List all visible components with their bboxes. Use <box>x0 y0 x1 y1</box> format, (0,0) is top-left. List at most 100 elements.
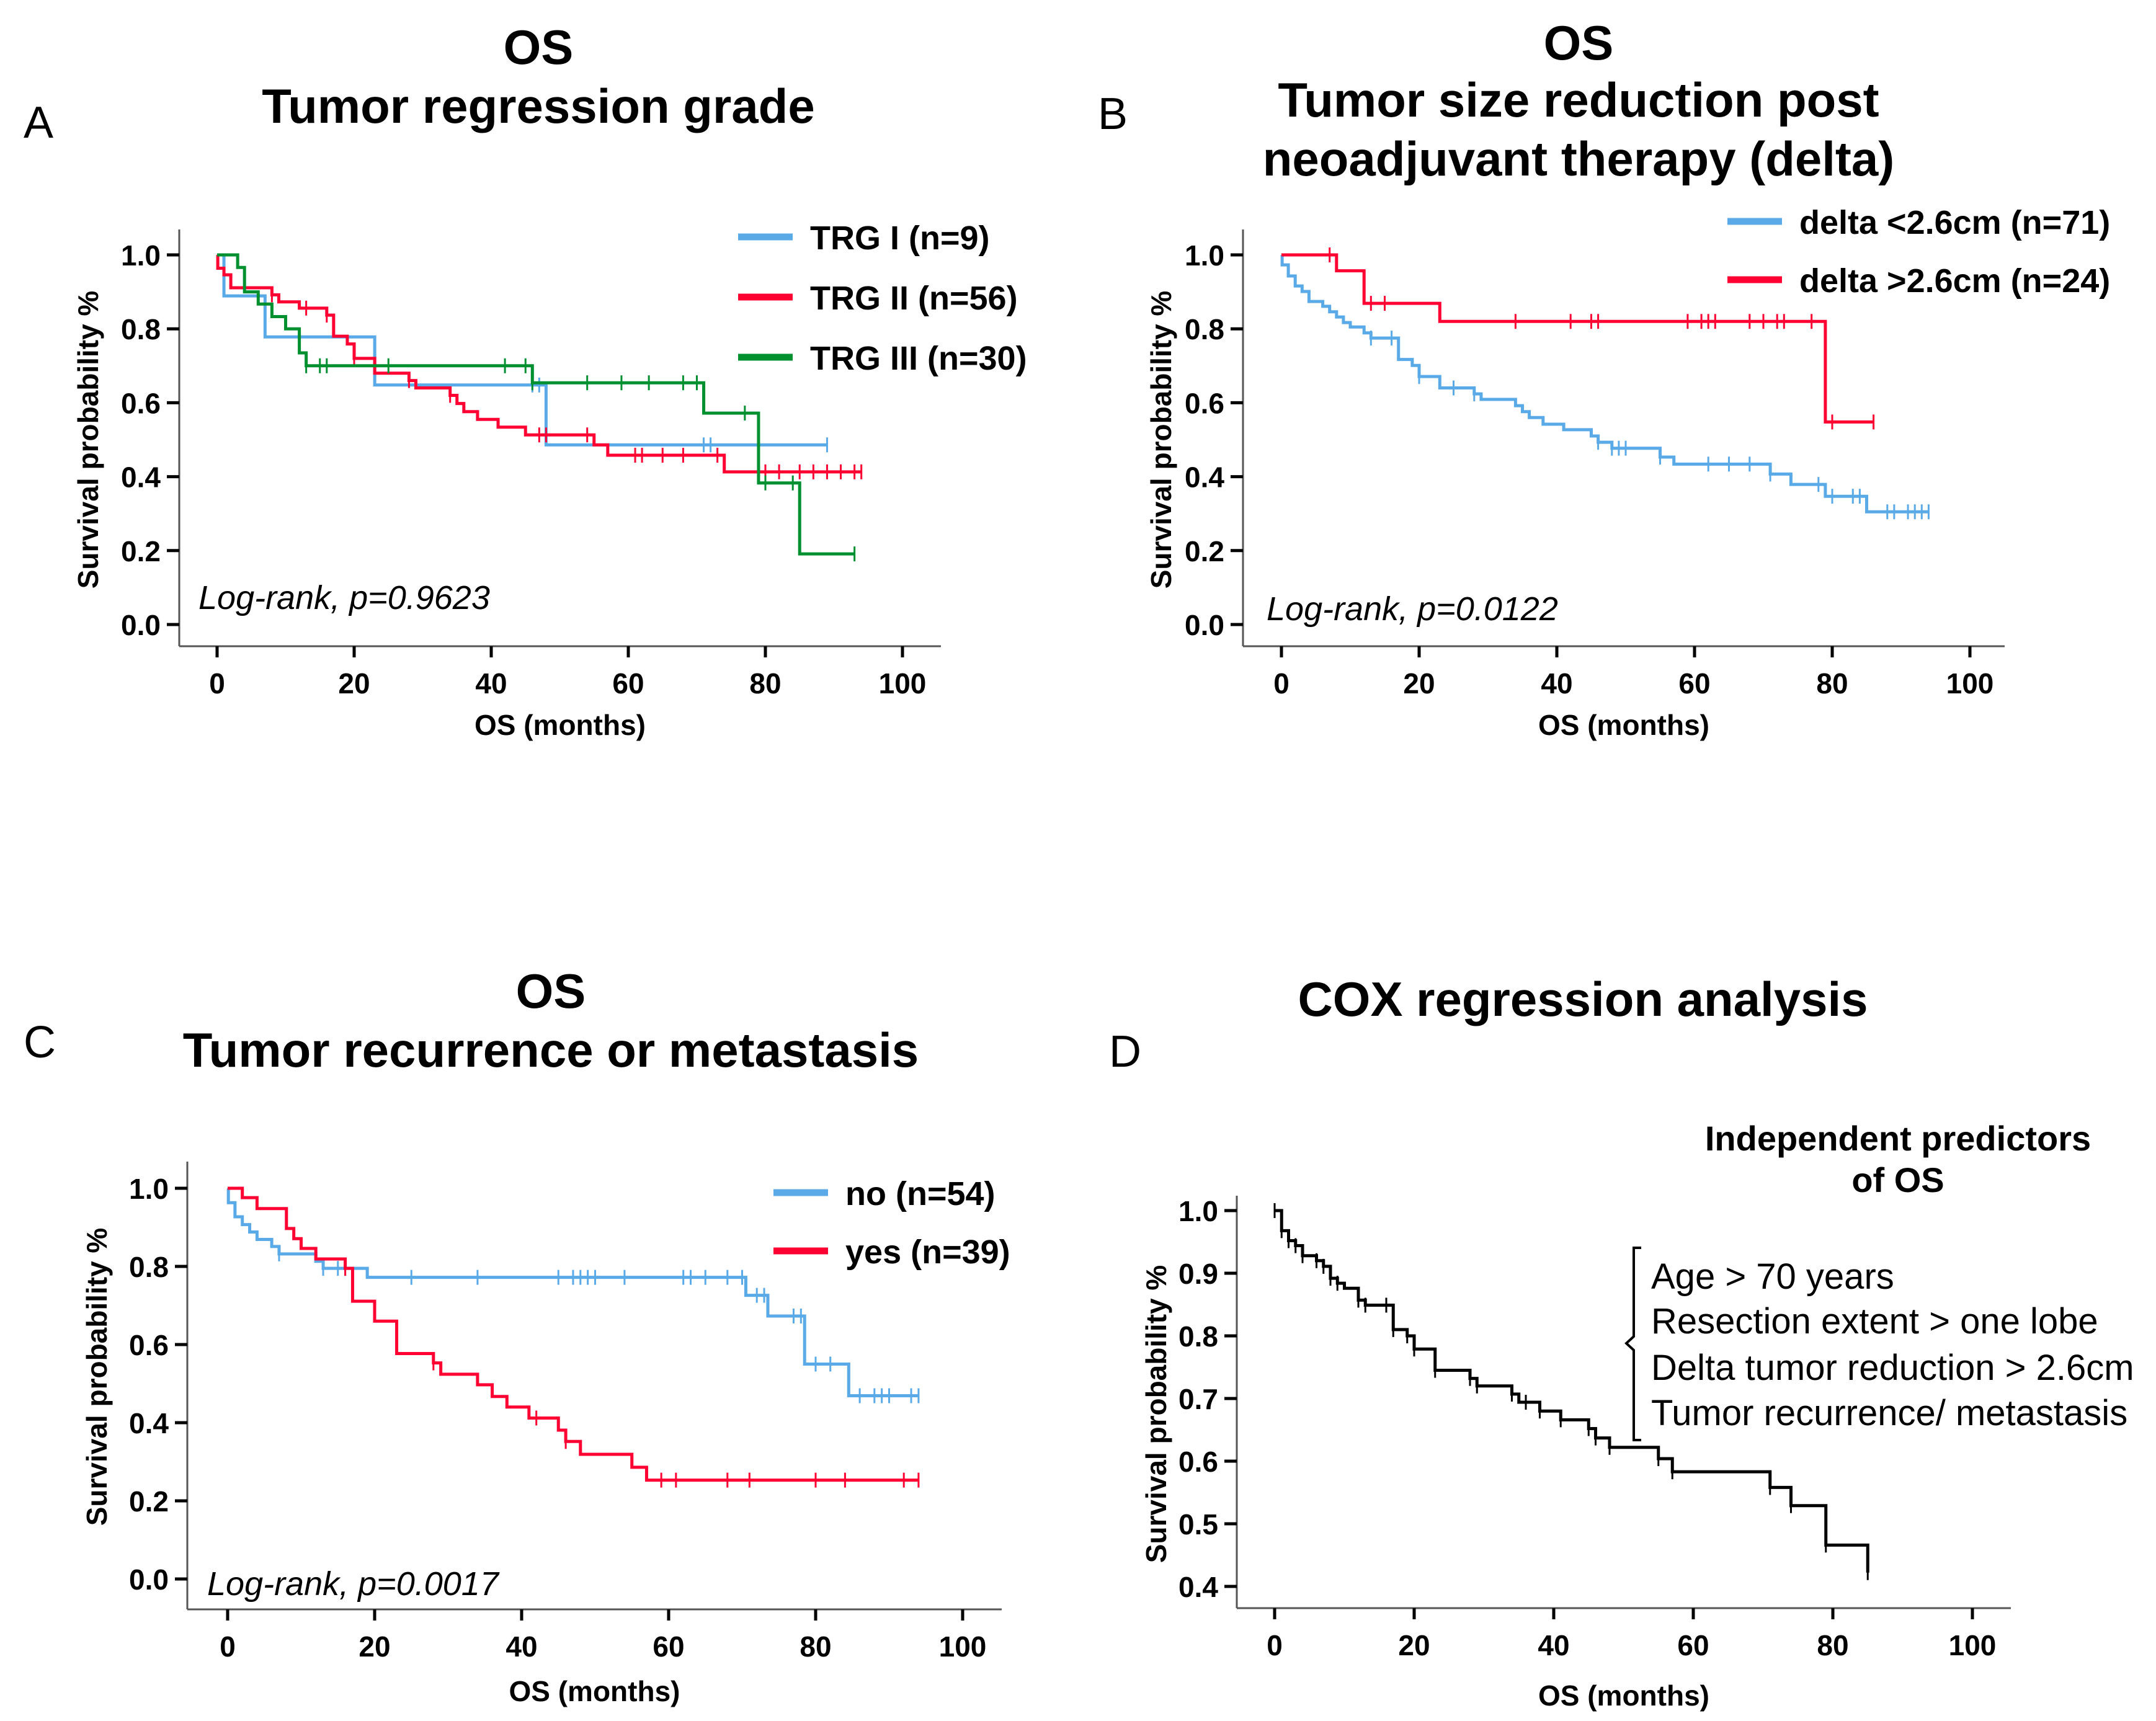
y-tick-label: 0.6 <box>129 1329 169 1361</box>
y-tick-label: 0.0 <box>1185 609 1224 641</box>
y-tick-label: 0.2 <box>129 1485 169 1518</box>
predictor-item: Age > 70 years <box>1651 1256 1894 1297</box>
y-tick-label: 0.2 <box>1185 535 1224 567</box>
x-tick-label: 60 <box>1678 667 1710 700</box>
series-trg-ii-n-56 <box>216 253 863 479</box>
y-tick-label: 1.0 <box>1185 239 1224 272</box>
series-trg-i-n-9 <box>217 253 828 453</box>
legend-item: TRG I (n=9) <box>738 220 990 257</box>
series-no-n-54 <box>226 1186 920 1403</box>
y-axis-title: Survival probability % <box>81 1228 113 1526</box>
panel-a: A OS Tumor regression grade 0.0 0.2 0.4 0.6… <box>24 20 1027 741</box>
legend-item: TRG II (n=56) <box>738 280 1018 317</box>
plot-area: 0.4 0.5 0.6 0.7 0.8 0.9 1.0 0 20 40 60 80 100 OS (mon… <box>1140 1195 2011 1712</box>
chart-title-line: COX regression analysis <box>1298 972 1868 1026</box>
legend: delta <2.6cm (n=71) delta >2.6cm (n=24) <box>1727 204 2110 300</box>
legend-item: delta <2.6cm (n=71) <box>1727 204 2110 241</box>
plot-area: 0.0 0.2 0.4 0.6 0.8 1.0 0 20 40 60 80 100 OS (months… <box>1145 204 2110 741</box>
x-tick-label: 40 <box>1541 667 1572 700</box>
survival-curve <box>217 253 827 447</box>
y-axis-title: Survival probability % <box>1145 291 1177 589</box>
panel-letter: C <box>24 1018 56 1067</box>
y-tick-label: 0.8 <box>1185 313 1224 345</box>
chart-title-line: OS <box>504 20 574 74</box>
x-tick-label: 0 <box>209 667 225 700</box>
series-trg-iii-n-30 <box>217 253 856 562</box>
x-tick-label: 100 <box>939 1630 987 1663</box>
survival-curve <box>217 253 855 556</box>
y-tick-label: 0.5 <box>1178 1508 1218 1541</box>
x-tick-label: 40 <box>475 667 507 700</box>
x-axis-title: OS (months) <box>509 1675 680 1707</box>
survival-curve <box>1281 253 1874 424</box>
y-tick-label: 0.8 <box>1178 1320 1218 1353</box>
x-axis-title: OS (months) <box>474 709 646 741</box>
y-tick-label: 0.4 <box>1185 461 1224 494</box>
x-tick-label: 20 <box>1398 1629 1430 1661</box>
y-tick-label: 0.0 <box>121 609 161 641</box>
x-tick-label: 80 <box>1816 667 1848 700</box>
y-tick-label: 0.7 <box>1178 1383 1218 1415</box>
chart-title-line: OS <box>1544 16 1614 70</box>
legend: no (n=54) yes (n=39) <box>773 1175 1010 1271</box>
panel-letter: B <box>1098 89 1128 139</box>
x-tick-label: 60 <box>612 667 644 700</box>
y-tick-label: 1.0 <box>129 1173 169 1205</box>
x-tick-label: 20 <box>359 1630 390 1663</box>
series-overall <box>1273 1203 1869 1580</box>
y-tick-label: 0.2 <box>121 535 161 567</box>
x-tick-label: 80 <box>749 667 781 700</box>
series-yes-n-39 <box>228 1186 920 1488</box>
legend-label: yes (n=39) <box>845 1234 1010 1271</box>
x-tick-label: 20 <box>1403 667 1435 700</box>
survival-curve <box>1280 253 1929 514</box>
predictors-title-line: of OS <box>1851 1160 1944 1199</box>
y-axis-title: Survival probability % <box>72 291 104 589</box>
y-tick-label: 0.6 <box>1185 387 1224 419</box>
legend: TRG I (n=9) TRG II (n=56) TRG III (n=30) <box>738 220 1027 377</box>
y-tick-label: 0.6 <box>121 387 161 419</box>
plot-area: 0.0 0.2 0.4 0.6 0.8 1.0 0 20 40 60 80 100 OS (months… <box>81 1162 1010 1707</box>
legend-label: delta >2.6cm (n=24) <box>1799 262 2110 300</box>
panel-c: C OS Tumor recurrence or metastasis 0.00… <box>24 964 1010 1707</box>
legend-label: delta <2.6cm (n=71) <box>1799 204 2110 241</box>
chart-title-line: Tumor recurrence or metastasis <box>183 1023 919 1077</box>
legend-item: delta >2.6cm (n=24) <box>1727 262 2110 300</box>
brace-icon <box>1624 1247 1641 1441</box>
x-tick-label: 100 <box>1946 667 1994 700</box>
legend-item: yes (n=39) <box>773 1234 1010 1271</box>
x-tick-label: 20 <box>338 667 370 700</box>
x-tick-label: 80 <box>800 1630 831 1663</box>
legend-item: TRG III (n=30) <box>738 340 1027 377</box>
legend-label: no (n=54) <box>845 1175 996 1212</box>
log-rank-pvalue: Log-rank, p=0.0017 <box>207 1565 500 1603</box>
y-tick-label: 0.8 <box>129 1251 169 1283</box>
y-tick-label: 0.4 <box>129 1407 169 1439</box>
log-rank-pvalue: Log-rank, p=0.9623 <box>198 579 490 616</box>
chart-title-line: Tumor regression grade <box>262 79 814 133</box>
x-tick-label: 40 <box>506 1630 537 1663</box>
survival-curve <box>228 1186 919 1482</box>
y-tick-label: 0.9 <box>1178 1258 1218 1290</box>
legend-label: TRG III (n=30) <box>810 340 1027 377</box>
x-tick-label: 40 <box>1538 1629 1569 1661</box>
x-tick-label: 0 <box>220 1630 236 1663</box>
y-tick-label: 0.4 <box>121 461 161 494</box>
predictor-item: Delta tumor reduction > 2.6cm <box>1651 1348 2134 1388</box>
x-tick-label: 60 <box>653 1630 684 1663</box>
legend-item: no (n=54) <box>773 1175 996 1212</box>
panel-b: B OS Tumor size reduction post neoadjuva… <box>1098 16 2110 741</box>
x-tick-label: 80 <box>1817 1629 1848 1661</box>
series-delta-2-6cm-n-71 <box>1280 253 1930 520</box>
y-tick-label: 0.0 <box>129 1563 169 1596</box>
panel-letter: A <box>24 98 53 148</box>
survival-curve <box>226 1186 919 1398</box>
chart-title-line: neoadjuvant therapy (delta) <box>1263 131 1895 186</box>
x-tick-label: 60 <box>1677 1629 1709 1661</box>
panel-d: D COX regression analysis Independent pr… <box>1109 972 2134 1712</box>
log-rank-pvalue: Log-rank, p=0.0122 <box>1267 590 1558 628</box>
y-tick-label: 1.0 <box>1178 1195 1218 1227</box>
y-tick-label: 1.0 <box>121 239 161 272</box>
predictors-title-line: Independent predictors <box>1705 1119 2091 1158</box>
